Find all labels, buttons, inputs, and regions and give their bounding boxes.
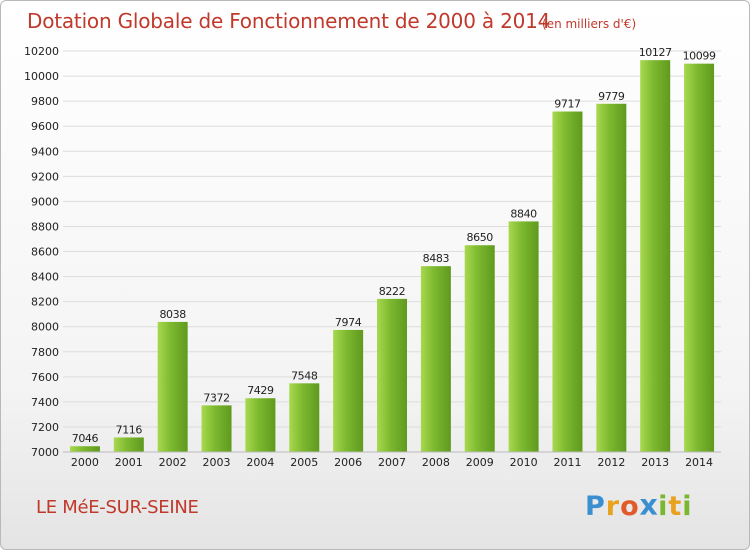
bar-2012 bbox=[596, 103, 627, 452]
logo-letter: i bbox=[658, 491, 669, 522]
data-label-2007: 8222 bbox=[379, 285, 405, 298]
y-tick-label: 7200 bbox=[31, 421, 59, 434]
data-label-2014: 10099 bbox=[683, 50, 716, 63]
x-tick-label-2003: 2003 bbox=[203, 456, 231, 469]
data-label-2000: 7046 bbox=[72, 432, 99, 445]
x-tick-label-2011: 2011 bbox=[553, 456, 581, 469]
data-label-2005: 7548 bbox=[291, 369, 318, 382]
logo-letter: i bbox=[682, 491, 693, 522]
chart-title: Dotation Globale de Fonctionnement de 20… bbox=[27, 9, 551, 33]
logo-letter: x bbox=[639, 489, 659, 522]
y-axis-ticks: 7000 7200 7400 7600 7800 8000 8200 8400 8600 8800… bbox=[24, 45, 59, 459]
bar-2013 bbox=[640, 60, 671, 452]
logo-letter: o bbox=[620, 491, 640, 522]
y-tick-label: 7000 bbox=[31, 446, 59, 459]
bar-2001 bbox=[113, 437, 144, 452]
y-tick-label: 9600 bbox=[31, 120, 59, 133]
bar-2010 bbox=[508, 221, 539, 452]
y-tick-label: 8400 bbox=[31, 271, 59, 284]
bars bbox=[69, 60, 715, 453]
bar-2014 bbox=[684, 63, 715, 453]
data-label-2001: 7116 bbox=[116, 423, 143, 436]
data-label-2006: 7974 bbox=[335, 316, 362, 329]
bar-2004 bbox=[245, 398, 276, 452]
x-tick-label-2010: 2010 bbox=[510, 456, 538, 469]
data-label-2012: 9779 bbox=[598, 90, 625, 103]
y-tick-label: 8800 bbox=[31, 220, 59, 233]
x-tick-label-2000: 2000 bbox=[71, 456, 99, 469]
x-tick-label-2007: 2007 bbox=[378, 456, 406, 469]
x-tick-label-2013: 2013 bbox=[641, 456, 669, 469]
x-tick-label-2006: 2006 bbox=[334, 456, 362, 469]
data-labels: 7046 7116 8038 7372 7429 7548 7974 8222 8483 8650… bbox=[72, 46, 717, 445]
data-label-2011: 9717 bbox=[554, 98, 581, 111]
data-label-2013: 10127 bbox=[639, 46, 672, 59]
y-tick-label: 9000 bbox=[31, 195, 59, 208]
y-tick-label: 8200 bbox=[31, 296, 59, 309]
y-tick-label: 10000 bbox=[24, 70, 59, 83]
bar-2009 bbox=[464, 245, 495, 452]
y-tick-label: 9800 bbox=[31, 95, 59, 108]
bar-2011 bbox=[552, 111, 583, 452]
bar-2002 bbox=[157, 321, 188, 452]
data-label-2002: 8038 bbox=[159, 308, 186, 321]
x-tick-label-2009: 2009 bbox=[466, 456, 494, 469]
y-tick-label: 10200 bbox=[24, 45, 59, 58]
bar-2003 bbox=[201, 405, 232, 452]
data-label-2010: 8840 bbox=[510, 207, 537, 220]
y-tick-label: 9200 bbox=[31, 170, 59, 183]
data-label-2008: 8483 bbox=[423, 252, 450, 265]
commune-name: LE MéE-SUR-SEINE bbox=[36, 497, 199, 518]
y-tick-label: 7400 bbox=[31, 396, 59, 409]
y-tick-label: 7600 bbox=[31, 371, 59, 384]
logo-letter: t bbox=[668, 491, 683, 522]
bar-2005 bbox=[289, 383, 320, 452]
y-tick-label: 9400 bbox=[31, 145, 59, 158]
y-tick-label: 8000 bbox=[31, 321, 59, 334]
data-label-2009: 8650 bbox=[467, 231, 494, 244]
logo-letter: r bbox=[605, 491, 621, 522]
data-label-2004: 7429 bbox=[247, 384, 274, 397]
logo-letter: P bbox=[585, 491, 606, 522]
x-tick-label-2001: 2001 bbox=[115, 456, 143, 469]
bar-2006 bbox=[333, 329, 364, 452]
x-tick-label-2002: 2002 bbox=[159, 456, 187, 469]
bar-2000 bbox=[69, 446, 100, 452]
x-tick-label-2012: 2012 bbox=[597, 456, 625, 469]
x-tick-label-2014: 2014 bbox=[685, 456, 713, 469]
proxiti-logo[interactable]: Proxiti bbox=[585, 489, 693, 522]
x-tick-label-2005: 2005 bbox=[290, 456, 318, 469]
bar-2007 bbox=[377, 298, 407, 452]
x-tick-label-2008: 2008 bbox=[422, 456, 450, 469]
y-tick-label: 7800 bbox=[31, 346, 59, 359]
x-axis-ticks: 2000 2001 2002 2003 2004 2005 2006 2007 2008 2009… bbox=[71, 456, 713, 469]
x-tick-label-2004: 2004 bbox=[246, 456, 274, 469]
data-label-2003: 7372 bbox=[203, 391, 229, 404]
y-tick-label: 8600 bbox=[31, 246, 59, 259]
bar-2008 bbox=[420, 266, 451, 452]
unit-note: (en milliers d'€) bbox=[542, 17, 637, 31]
